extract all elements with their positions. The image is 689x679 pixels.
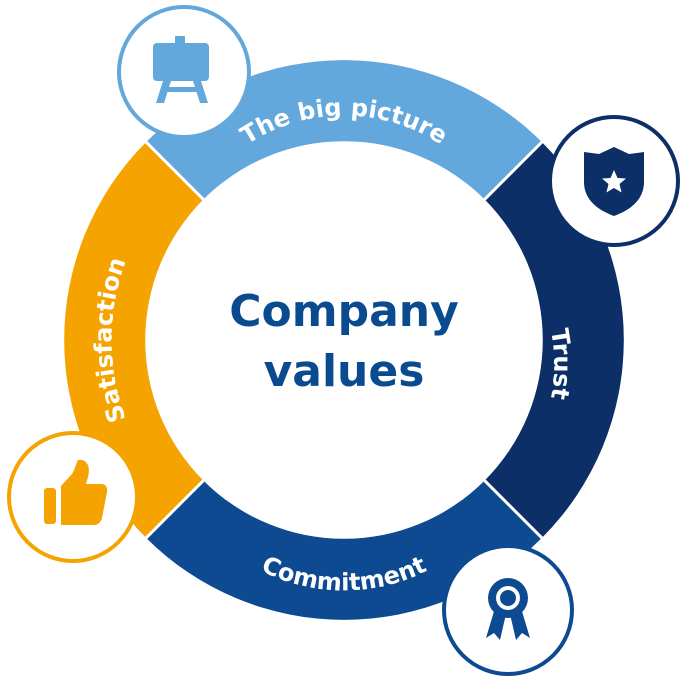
center-circle <box>147 143 541 537</box>
badge-trust <box>548 115 680 247</box>
easel-icon <box>153 36 209 103</box>
label-trust: Trust <box>545 327 576 402</box>
segment-commitment <box>146 480 542 620</box>
badge-satisfaction <box>7 431 139 563</box>
badge-commitment <box>442 544 574 676</box>
shield-star-icon <box>584 147 644 216</box>
center-title-line2: values <box>264 346 425 397</box>
center-title-line1: Company <box>229 286 459 337</box>
thumbs-up-icon <box>44 459 108 525</box>
award-ribbon-icon <box>486 578 530 640</box>
badge-big-picture <box>117 5 251 139</box>
segment-dividers <box>145 141 543 539</box>
